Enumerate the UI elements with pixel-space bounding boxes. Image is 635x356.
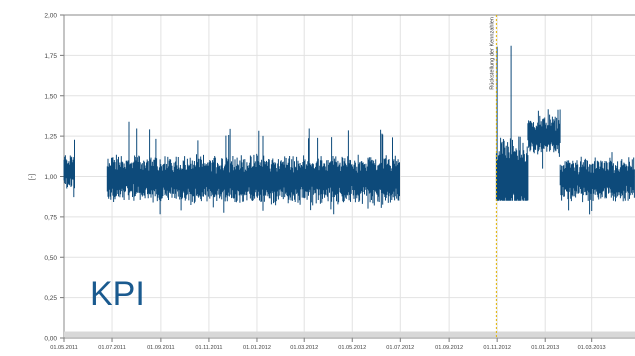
- series-spikes: [495, 45, 529, 201]
- annotations: Rückstellung der Kennzahlen: [489, 15, 497, 338]
- x-tick-label: 01.01.2013: [531, 345, 559, 351]
- baseline-band: [64, 331, 635, 337]
- x-tick-label: 01.03.2012: [290, 345, 318, 351]
- x-tick-label: 01.05.2011: [50, 345, 78, 351]
- x-tick-label: 01.07.2012: [386, 345, 414, 351]
- series-spikes: [63, 139, 75, 198]
- y-tick-label: 0,75: [44, 214, 57, 221]
- series-spikes: [106, 121, 148, 202]
- y-axis: 0,00 0,25 0,50 0,75 1,00 1,25 1,50 1,75 2,00: [44, 13, 65, 343]
- y-tick-label: 1,75: [44, 53, 57, 60]
- y-tick-label: 0,50: [44, 255, 57, 262]
- x-tick-label: 01.07.2011: [98, 345, 126, 351]
- y-tick-label: 0,25: [44, 295, 57, 302]
- y-tick-label: 2,00: [44, 13, 57, 20]
- kpi-label: KPI: [90, 275, 145, 313]
- series-segment: [559, 152, 635, 215]
- series-segment: [527, 109, 561, 169]
- series-segment: [106, 121, 148, 202]
- series-segment: [147, 128, 400, 215]
- x-tick-label: 01.11.2012: [483, 345, 511, 351]
- y-tick-label: 1,50: [44, 93, 57, 100]
- x-tick-label: 01.03.2013: [578, 345, 606, 351]
- y-axis-label: [-]: [29, 174, 36, 180]
- x-tick-label: 01.01.2012: [243, 345, 271, 351]
- x-tick-label: 01.09.2011: [147, 345, 175, 351]
- x-tick-label: 01.11.2011: [195, 345, 222, 351]
- y-tick-label: 0,00: [44, 336, 57, 343]
- series-segment: [63, 139, 75, 198]
- series-spikes: [147, 128, 400, 215]
- series-segment: [495, 45, 529, 201]
- data-series: [63, 45, 635, 337]
- x-tick-label: 01.05.2012: [338, 345, 366, 351]
- x-tick-label: 01.09.2012: [435, 345, 463, 351]
- series-spikes: [559, 152, 635, 215]
- y-tick-label: 1,00: [44, 174, 57, 181]
- series-spikes: [527, 109, 561, 169]
- annotation-label: Rückstellung der Kennzahlen: [489, 17, 495, 90]
- y-tick-label: 1,25: [44, 134, 57, 141]
- x-axis: 01.05.2011 01.07.2011 01.09.2011 01.11.2011…: [50, 337, 635, 351]
